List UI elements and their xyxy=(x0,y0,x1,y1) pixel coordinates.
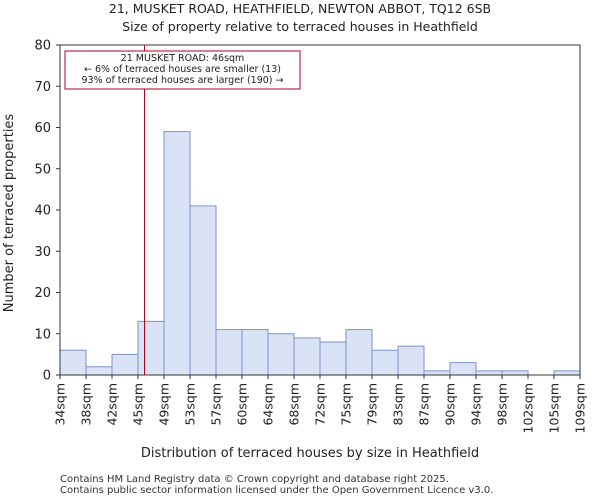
annotation-line: 21 MUSKET ROAD: 46sqm xyxy=(120,53,245,64)
x-tick-label: 72sqm xyxy=(313,383,328,426)
annotation-line: 93% of terraced houses are larger (190) … xyxy=(81,75,284,86)
histogram-bar xyxy=(111,353,139,376)
footer-line-2: Contains public sector information licen… xyxy=(60,485,494,496)
x-tick-label: 109sqm xyxy=(573,383,588,433)
y-tick-label: 70 xyxy=(34,80,51,95)
x-tick-label: 38sqm xyxy=(79,383,94,426)
histogram-bar xyxy=(397,345,425,376)
x-tick-label: 57sqm xyxy=(209,383,224,426)
y-tick-label: 60 xyxy=(34,121,51,136)
x-tick-label: 79sqm xyxy=(365,383,380,426)
histogram-bar xyxy=(501,370,529,376)
x-tick-label: 90sqm xyxy=(443,383,458,426)
x-tick-label: 64sqm xyxy=(261,383,276,426)
x-tick-label: 75sqm xyxy=(339,383,354,426)
x-tick-label: 98sqm xyxy=(495,383,510,426)
histogram-bar xyxy=(267,333,295,376)
annotation-box xyxy=(64,50,301,90)
y-tick-label: 0 xyxy=(43,369,51,384)
histogram-bar xyxy=(423,370,451,376)
footer-line-1: Contains HM Land Registry data © Crown c… xyxy=(60,474,449,485)
x-axis-label: Distribution of terraced houses by size … xyxy=(141,446,479,461)
histogram-bar xyxy=(241,329,269,376)
histogram-bar xyxy=(475,370,503,376)
chart-subtitle: Size of property relative to terraced ho… xyxy=(122,19,478,34)
x-tick-label: 42sqm xyxy=(105,383,120,426)
y-tick-label: 20 xyxy=(34,286,51,301)
x-tick-label: 102sqm xyxy=(521,383,536,433)
x-tick-label: 105sqm xyxy=(547,383,562,433)
histogram-bar xyxy=(163,131,191,376)
x-tick-label: 94sqm xyxy=(469,383,484,426)
y-tick-label: 80 xyxy=(34,39,51,54)
chart-title: 21, MUSKET ROAD, HEATHFIELD, NEWTON ABBO… xyxy=(108,1,492,16)
y-tick-label: 40 xyxy=(34,204,51,219)
x-tick-label: 49sqm xyxy=(157,383,172,426)
histogram-bar xyxy=(553,370,581,376)
x-tick-label: 34sqm xyxy=(53,383,68,426)
histogram-bar xyxy=(319,341,347,376)
annotation-line: ← 6% of terraced houses are smaller (13) xyxy=(84,64,281,75)
histogram-bar xyxy=(137,320,165,376)
histogram-bar xyxy=(345,329,373,376)
y-tick-label: 50 xyxy=(34,162,51,177)
x-tick-label: 68sqm xyxy=(287,383,302,426)
histogram-bar xyxy=(293,337,321,376)
x-tick-label: 45sqm xyxy=(131,383,146,426)
histogram-bar xyxy=(371,349,399,376)
x-tick-label: 53sqm xyxy=(183,383,198,426)
histogram-bar xyxy=(59,349,87,376)
histogram-bar xyxy=(189,205,217,376)
y-tick-label: 10 xyxy=(34,327,51,342)
x-tick-label: 60sqm xyxy=(235,383,250,426)
annotation-text: 21 MUSKET ROAD: 46sqm← 6% of terraced ho… xyxy=(81,53,284,86)
x-tick-label: 87sqm xyxy=(417,383,432,426)
y-axis-label: Number of terraced properties xyxy=(2,114,17,313)
histogram-bar xyxy=(215,329,243,376)
x-tick-label: 83sqm xyxy=(391,383,406,426)
histogram-bar xyxy=(449,362,477,376)
y-tick-label: 30 xyxy=(34,245,51,260)
histogram-bar xyxy=(85,366,113,376)
